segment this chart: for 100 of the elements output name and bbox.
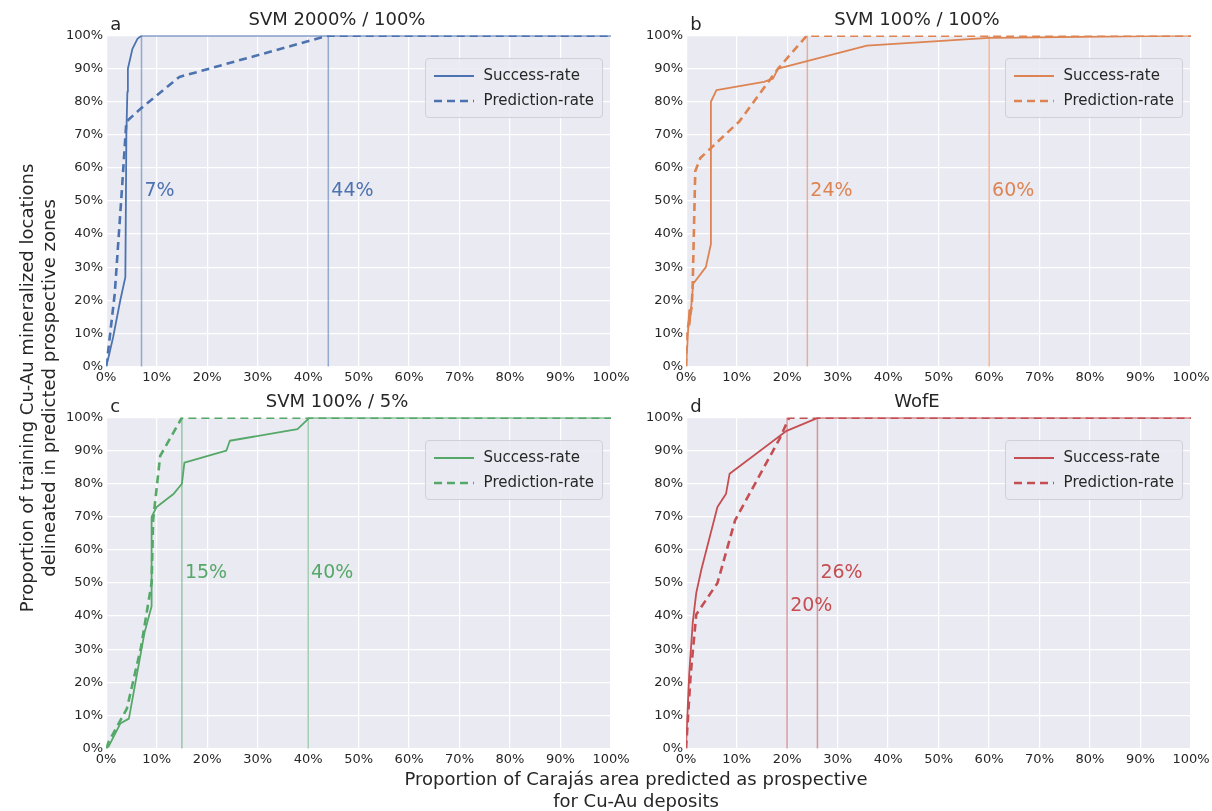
y-tick-label: 90%	[654, 60, 684, 76]
x-tick-label: 80%	[1075, 368, 1105, 384]
x-tick-label: 100%	[1172, 368, 1210, 384]
x-tick-label: 40%	[873, 750, 903, 766]
y-tick-label: 60%	[654, 541, 684, 557]
text: c	[110, 395, 121, 417]
legend-label: Prediction-rate	[1063, 90, 1174, 111]
x-tick-label: 20%	[192, 750, 222, 766]
x-tick-label: 60%	[974, 368, 1004, 384]
x-tick-label: 20%	[192, 368, 222, 384]
x-tick-label: 100%	[592, 750, 630, 766]
x-tick-label: 80%	[495, 750, 525, 766]
y-tick-label: 30%	[74, 258, 104, 274]
x-tick-label: 30%	[243, 368, 273, 384]
y-tick-label: 50%	[654, 574, 684, 590]
y-tick-label: 80%	[654, 93, 684, 109]
y-tick-label: 30%	[654, 640, 684, 656]
y-tick-label: 80%	[654, 475, 684, 491]
y-axis-title: Proportion of training Cu-Au mineralized locations delineated in predicted prospective zones	[16, 163, 60, 613]
text: d	[690, 395, 702, 417]
y-tick-label: 100%	[65, 408, 104, 424]
text: a	[110, 13, 122, 35]
y-tick-label: 90%	[74, 60, 104, 76]
legend-label: Success-rate	[483, 65, 580, 86]
annotation: 44%	[331, 178, 374, 201]
y-tick-label: 30%	[74, 640, 104, 656]
y-tick-label: 40%	[74, 225, 104, 241]
x-tick-label: 30%	[243, 750, 273, 766]
chart-title: SVM 2000% / 100%	[248, 8, 426, 30]
x-tick-label: 10%	[142, 368, 172, 384]
x-tick-label: 80%	[1075, 750, 1105, 766]
legend-label: Prediction-rate	[1063, 472, 1174, 493]
x-tick-label: 30%	[823, 368, 853, 384]
chart-title: WofE	[894, 390, 940, 412]
x-tick-label: 80%	[495, 368, 525, 384]
legend-label: Success-rate	[1063, 447, 1160, 468]
x-tick-label: 90%	[1126, 750, 1155, 766]
y-tick-label: 100%	[645, 26, 684, 42]
x-axis-title: Proportion of Carajás area predicted as prospective for Cu-Au deposits	[403, 768, 869, 811]
x-tick-label: 10%	[142, 750, 172, 766]
y-tick-label: 20%	[74, 291, 104, 307]
annotation: 20%	[790, 593, 833, 616]
y-tick-label: 10%	[654, 706, 684, 722]
x-tick-label: 100%	[592, 368, 630, 384]
x-tick-label: 40%	[293, 750, 323, 766]
chart-title: SVM 100% / 100%	[834, 8, 1000, 30]
x-tick-label: 10%	[722, 368, 752, 384]
x-tick-label: 50%	[344, 750, 374, 766]
y-tick-label: 80%	[74, 475, 104, 491]
y-tick-label: 50%	[74, 574, 104, 590]
annotation: 26%	[820, 560, 863, 583]
y-tick-label: 70%	[654, 508, 684, 524]
y-tick-label: 90%	[74, 442, 104, 458]
y-tick-label: 10%	[74, 706, 104, 722]
y-tick-label: 70%	[74, 508, 104, 524]
y-tick-label: 70%	[654, 126, 684, 142]
y-tick-label: 20%	[74, 673, 104, 689]
x-tick-label: 100%	[1172, 750, 1210, 766]
x-tick-label: 70%	[1025, 368, 1054, 384]
legend-label: Prediction-rate	[483, 472, 594, 493]
annotation: 24%	[810, 178, 853, 201]
x-tick-label: 70%	[445, 368, 474, 384]
y-tick-label: 100%	[65, 26, 104, 42]
y-tick-label: 50%	[74, 192, 104, 208]
legend-label: Prediction-rate	[483, 90, 594, 111]
text: b	[690, 13, 702, 35]
x-tick-label: 90%	[1126, 368, 1155, 384]
x-tick-label: 20%	[772, 368, 802, 384]
x-tick-label: 90%	[546, 750, 575, 766]
x-tick-label: 50%	[924, 750, 954, 766]
y-tick-label: 60%	[74, 541, 104, 557]
y-tick-label: 60%	[74, 159, 104, 175]
y-tick-label: 60%	[654, 159, 684, 175]
annotation: 15%	[184, 560, 228, 583]
x-tick-label: 70%	[445, 750, 474, 766]
y-tick-label: 30%	[654, 258, 684, 274]
y-tick-label: 10%	[74, 324, 104, 340]
legend-label: Success-rate	[1063, 65, 1160, 86]
y-tick-label: 10%	[654, 324, 684, 340]
x-tick-label: 30%	[823, 750, 853, 766]
x-tick-label: 90%	[546, 368, 575, 384]
y-tick-label: 20%	[654, 673, 684, 689]
x-tick-label: 70%	[1025, 750, 1054, 766]
legend-label: Success-rate	[483, 447, 580, 468]
x-tick-label: 60%	[394, 368, 424, 384]
annotation: 7%	[144, 178, 175, 201]
y-tick-label: 80%	[74, 93, 104, 109]
x-tick-label: 60%	[394, 750, 424, 766]
x-tick-label: 10%	[722, 750, 752, 766]
y-tick-label: 20%	[654, 291, 684, 307]
y-tick-label: 90%	[654, 442, 684, 458]
y-tick-label: 40%	[74, 607, 104, 623]
chart-title: SVM 100% / 5%	[265, 390, 409, 412]
x-tick-label: 50%	[924, 368, 954, 384]
x-tick-label: 20%	[772, 750, 802, 766]
x-tick-label: 60%	[974, 750, 1004, 766]
y-tick-label: 50%	[654, 192, 684, 208]
y-tick-label: 40%	[654, 607, 684, 623]
y-tick-label: 40%	[654, 225, 684, 241]
annotation: 60%	[992, 178, 1035, 201]
